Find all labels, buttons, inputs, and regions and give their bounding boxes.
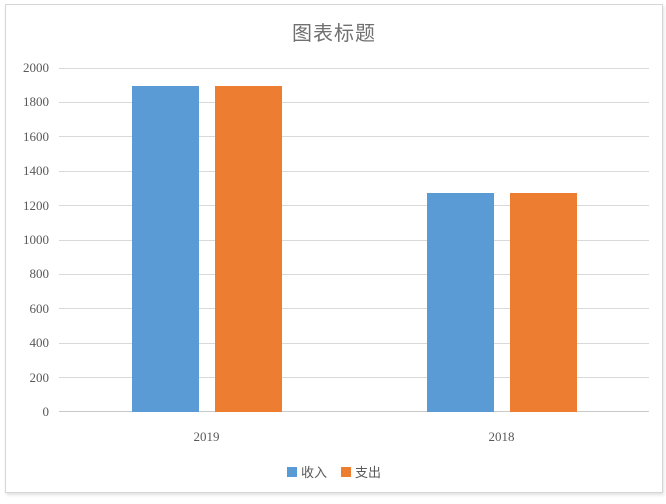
y-tick-label-1400: 1400 <box>23 163 49 179</box>
y-tick-label-200: 200 <box>29 369 50 385</box>
gridline-800 <box>59 273 649 275</box>
bar-group-2018 <box>354 68 649 412</box>
gridline-1000 <box>59 239 649 241</box>
y-tick-label-800: 800 <box>29 266 50 282</box>
legend-label-收入: 收入 <box>300 465 327 480</box>
y-tick-label-600: 600 <box>29 300 50 316</box>
legend-item-收入[interactable]: 收入 <box>286 462 327 481</box>
y-tick-label-0: 0 <box>42 404 50 419</box>
bar-group-2019 <box>59 68 354 412</box>
y-tick-label-1800: 1800 <box>23 94 49 110</box>
gridline-1800 <box>59 101 649 103</box>
y-tick-label-1000: 1000 <box>23 232 49 247</box>
legend-swatch-收入 <box>286 466 297 477</box>
gridline-1400 <box>59 170 649 172</box>
gridline-600 <box>59 308 649 310</box>
plot-area[interactable] <box>59 67 649 412</box>
bar-收入-2018[interactable] <box>426 193 494 412</box>
gridline-400 <box>59 342 649 344</box>
legend-item-支出[interactable]: 支出 <box>341 462 381 481</box>
y-tick-label-400: 400 <box>29 335 50 351</box>
y-tick-label-2000: 2000 <box>23 60 49 75</box>
x-tick-label-2018: 2018 <box>488 429 515 444</box>
legend-label-支出: 支出 <box>355 465 382 480</box>
chart-frame[interactable]: 图表标题 0 200 400 600 800 1000 1200 1400 1600 1800 20… <box>5 4 663 493</box>
bar-收入-2019[interactable] <box>131 86 199 412</box>
legend: 收入 支出 <box>6 462 662 481</box>
bar-支出-2018[interactable] <box>509 193 577 412</box>
gridline-1200 <box>59 205 649 207</box>
legend-swatch-支出 <box>341 466 351 477</box>
gridline-1600 <box>59 136 649 138</box>
x-tick-label-2019: 2019 <box>193 429 220 444</box>
gridline-2000 <box>59 67 649 69</box>
y-tick-label-1600: 1600 <box>23 128 49 144</box>
gridline-200 <box>59 377 649 379</box>
y-tick-label-1200: 1200 <box>23 197 49 213</box>
bar-支出-2019[interactable] <box>214 86 282 412</box>
chart-title[interactable]: 图表标题 <box>292 23 376 45</box>
